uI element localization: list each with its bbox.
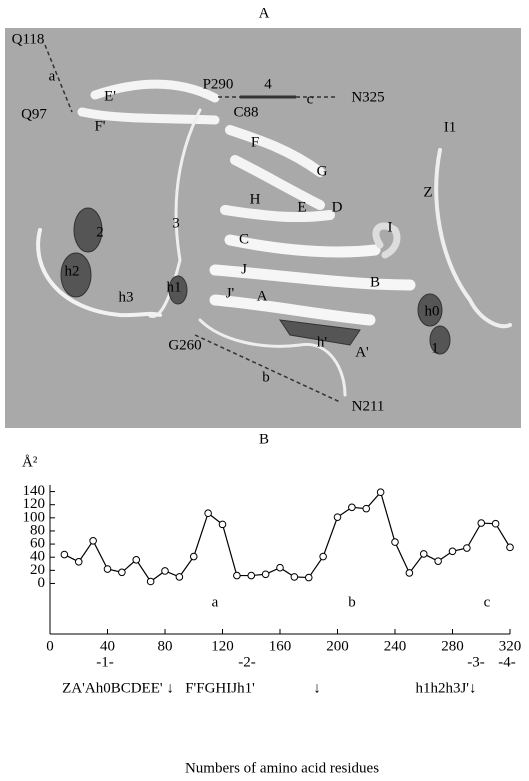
x-tick-label: 280 bbox=[441, 638, 464, 654]
structure-label: 3 bbox=[172, 215, 180, 231]
data-point bbox=[464, 545, 471, 552]
data-point bbox=[392, 539, 399, 546]
structure-label: h2 bbox=[65, 263, 80, 279]
structure-label: G260 bbox=[168, 337, 201, 353]
data-point bbox=[162, 568, 169, 575]
data-point bbox=[291, 574, 298, 581]
data-point bbox=[420, 551, 427, 558]
structure-label: h0 bbox=[425, 303, 440, 319]
x-tick-label: 240 bbox=[384, 638, 407, 654]
annotation: ↓ bbox=[313, 680, 321, 696]
data-point bbox=[234, 572, 241, 579]
data-point bbox=[119, 569, 126, 576]
annotation: b bbox=[348, 594, 356, 610]
chart-b: B Å² Numbers of amino acid residues 0204… bbox=[22, 431, 521, 776]
structure-label: h1 bbox=[167, 279, 182, 295]
data-point bbox=[133, 557, 140, 564]
x-tick-label: 160 bbox=[269, 638, 292, 654]
panel-title: A bbox=[259, 5, 270, 21]
structure-label: h' bbox=[317, 334, 328, 350]
data-point bbox=[305, 574, 312, 581]
structure-label: A bbox=[257, 288, 268, 304]
structure-label: G bbox=[317, 163, 328, 179]
data-point bbox=[492, 520, 499, 527]
data-line bbox=[64, 492, 510, 581]
structure-label: C88 bbox=[233, 104, 258, 120]
data-point bbox=[205, 510, 212, 517]
x-tick-label: 320 bbox=[499, 638, 522, 654]
x-tick-label: 0 bbox=[46, 638, 54, 654]
data-point bbox=[104, 566, 111, 573]
data-point bbox=[277, 564, 284, 571]
data-point bbox=[406, 570, 413, 577]
annotation: ZA'Ah0BCDEE' ↓ bbox=[62, 680, 174, 696]
annotation: -3- bbox=[467, 654, 485, 670]
annotation: -2- bbox=[238, 654, 256, 670]
annotation: a bbox=[212, 594, 219, 610]
data-point bbox=[334, 514, 341, 521]
x-axis-label: Numbers of amino acid residues bbox=[185, 760, 379, 776]
data-point bbox=[262, 571, 269, 578]
structure-label: J' bbox=[226, 285, 235, 301]
data-point bbox=[435, 558, 442, 565]
x-tick-label: 200 bbox=[326, 638, 349, 654]
structure-label: F' bbox=[94, 118, 105, 134]
structure-label: Q97 bbox=[21, 106, 47, 122]
figure: A Q118 a Q97 E' P290 4 c N325 C88 F' F G I1 H E D Z 2 3 C Ih… bbox=[0, 0, 529, 781]
structure-label: 1 bbox=[431, 340, 439, 356]
structure-label: Q118 bbox=[12, 31, 45, 47]
structure-label: C bbox=[239, 231, 249, 247]
structure-label: I bbox=[388, 219, 393, 235]
x-tick-label: 80 bbox=[158, 638, 173, 654]
annotation: h1h2h3J'↓ bbox=[415, 680, 476, 696]
y-tick-label: 140 bbox=[23, 483, 46, 499]
data-point bbox=[75, 558, 82, 565]
data-point bbox=[363, 505, 370, 512]
data-point bbox=[349, 504, 356, 511]
data-point bbox=[449, 548, 456, 555]
chart-title: B bbox=[259, 431, 269, 447]
annotation: c bbox=[484, 594, 491, 610]
annotation: -4- bbox=[498, 654, 516, 670]
structure-label: 4 bbox=[264, 76, 272, 92]
structure-label: D bbox=[332, 199, 343, 215]
structure-label: I1 bbox=[444, 119, 457, 135]
annotation: F'FGHIJh1' bbox=[185, 680, 255, 696]
structure-label: E bbox=[297, 199, 306, 215]
x-tick-label: 40 bbox=[100, 638, 115, 654]
data-point bbox=[478, 520, 485, 527]
data-point bbox=[219, 521, 226, 528]
x-tick-label: 120 bbox=[211, 638, 234, 654]
structure-label: h3 bbox=[119, 289, 134, 305]
structure-label: J bbox=[241, 261, 247, 277]
structure-label: b bbox=[262, 369, 270, 385]
structure-label: Z bbox=[423, 184, 432, 200]
data-point bbox=[61, 551, 68, 558]
data-point bbox=[190, 553, 197, 560]
annotation: -1- bbox=[96, 654, 114, 670]
structure-label: A' bbox=[355, 344, 369, 360]
structure-label: N325 bbox=[351, 89, 384, 105]
data-point bbox=[176, 574, 183, 581]
structure-label: B bbox=[370, 274, 380, 290]
y-axis-label: Å² bbox=[22, 454, 38, 470]
structure-label: a bbox=[49, 68, 56, 84]
structure-label: P290 bbox=[203, 76, 234, 92]
data-point bbox=[377, 489, 384, 496]
structure-label: c bbox=[307, 91, 314, 107]
structure-label: F bbox=[251, 134, 259, 150]
structure-label: 2 bbox=[96, 224, 104, 240]
data-point bbox=[90, 537, 97, 544]
structure-label: H bbox=[250, 191, 261, 207]
data-point bbox=[147, 578, 154, 585]
data-point bbox=[320, 553, 327, 560]
structure-label: E' bbox=[104, 88, 116, 104]
data-point bbox=[248, 572, 255, 579]
structure-label: N211 bbox=[352, 398, 385, 414]
data-point bbox=[507, 544, 514, 551]
